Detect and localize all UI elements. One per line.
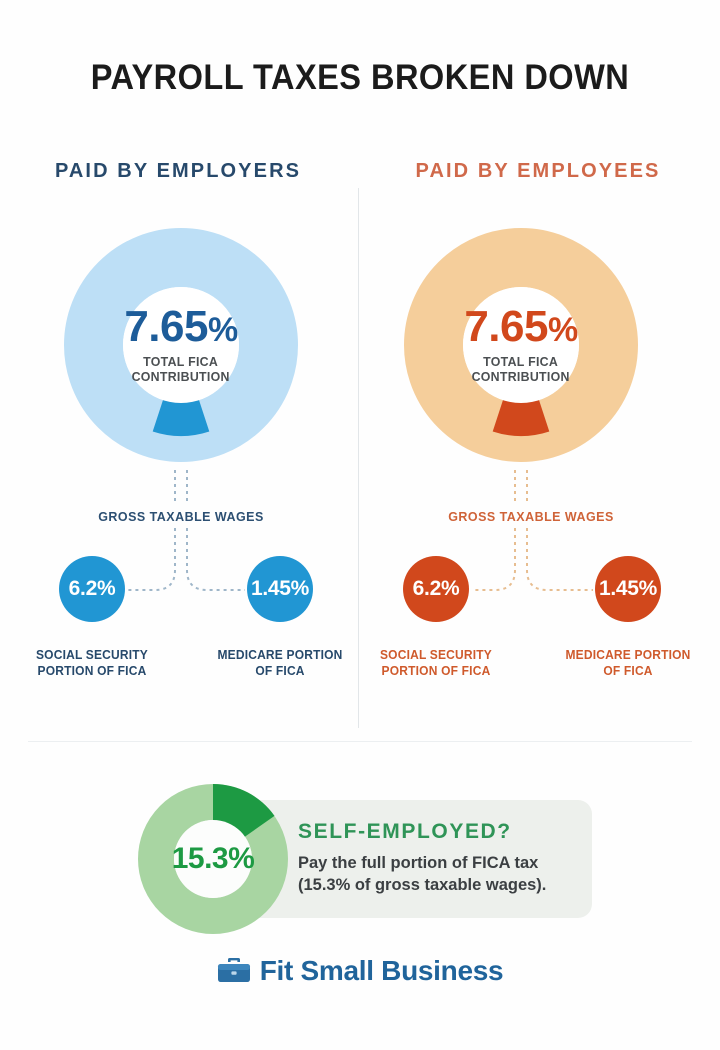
metric-label-line1: SOCIAL SECURITY <box>35 648 148 662</box>
metric-label-line1: MEDICARE PORTION <box>565 648 691 662</box>
metric-label-medicare-employees: MEDICARE PORTION OF FICA <box>549 648 706 679</box>
self-employed-body: Pay the full portion of FICA tax (15.3% … <box>298 852 579 897</box>
donut-chart-employers: 7.65% TOTAL FICA CONTRIBUTION <box>64 228 298 462</box>
metric-label-line2: OF FICA <box>603 663 653 678</box>
vertical-divider <box>358 188 359 728</box>
briefcase-icon <box>217 957 250 982</box>
metric-label-medicare-employers: MEDICARE PORTION OF FICA <box>201 648 358 679</box>
horizontal-divider <box>28 741 692 742</box>
self-employed-heading: SELF-EMPLOYED? <box>298 820 512 843</box>
metric-circle-medicare-employers: 1.45% <box>247 556 313 622</box>
column-heading-employees: PAID BY EMPLOYEES <box>415 160 661 182</box>
brand-name: Fit Small Business <box>259 955 504 986</box>
metric-circle-medicare-employees: 1.45% <box>595 556 661 622</box>
metric-label-line2: PORTION OF FICA <box>381 663 491 678</box>
metric-label-line2: OF FICA <box>255 663 305 678</box>
self-employed-body-line1: Pay the full portion of FICA tax <box>298 853 539 872</box>
flow-label-employers: GROSS TAXABLE WAGES <box>98 509 264 524</box>
donut-chart-employees: 7.65% TOTAL FICA CONTRIBUTION <box>404 228 638 462</box>
metric-circle-social-security-employees: 6.2% <box>403 556 469 622</box>
metric-label-line2: PORTION OF FICA <box>37 663 147 678</box>
metric-label-line1: SOCIAL SECURITY <box>379 648 492 662</box>
donut-chart-self-employed <box>138 784 288 934</box>
column-heading-employers: PAID BY EMPLOYERS <box>54 160 302 182</box>
metric-label-social-security-employees: SOCIAL SECURITY PORTION OF FICA <box>357 648 514 679</box>
metric-circle-social-security-employers: 6.2% <box>59 556 125 622</box>
self-employed-body-line2: (15.3% of gross taxable wages). <box>298 875 547 895</box>
footer-logo[interactable]: Fit Small Business <box>0 955 720 987</box>
page-title: PAYROLL TAXES BROKEN DOWN <box>90 58 630 97</box>
metric-label-line1: MEDICARE PORTION <box>217 648 343 662</box>
flow-label-employees: GROSS TAXABLE WAGES <box>448 509 614 524</box>
donut-svg-employees <box>404 228 638 462</box>
donut-svg-employers <box>64 228 298 462</box>
metric-label-social-security-employers: SOCIAL SECURITY PORTION OF FICA <box>13 648 170 679</box>
